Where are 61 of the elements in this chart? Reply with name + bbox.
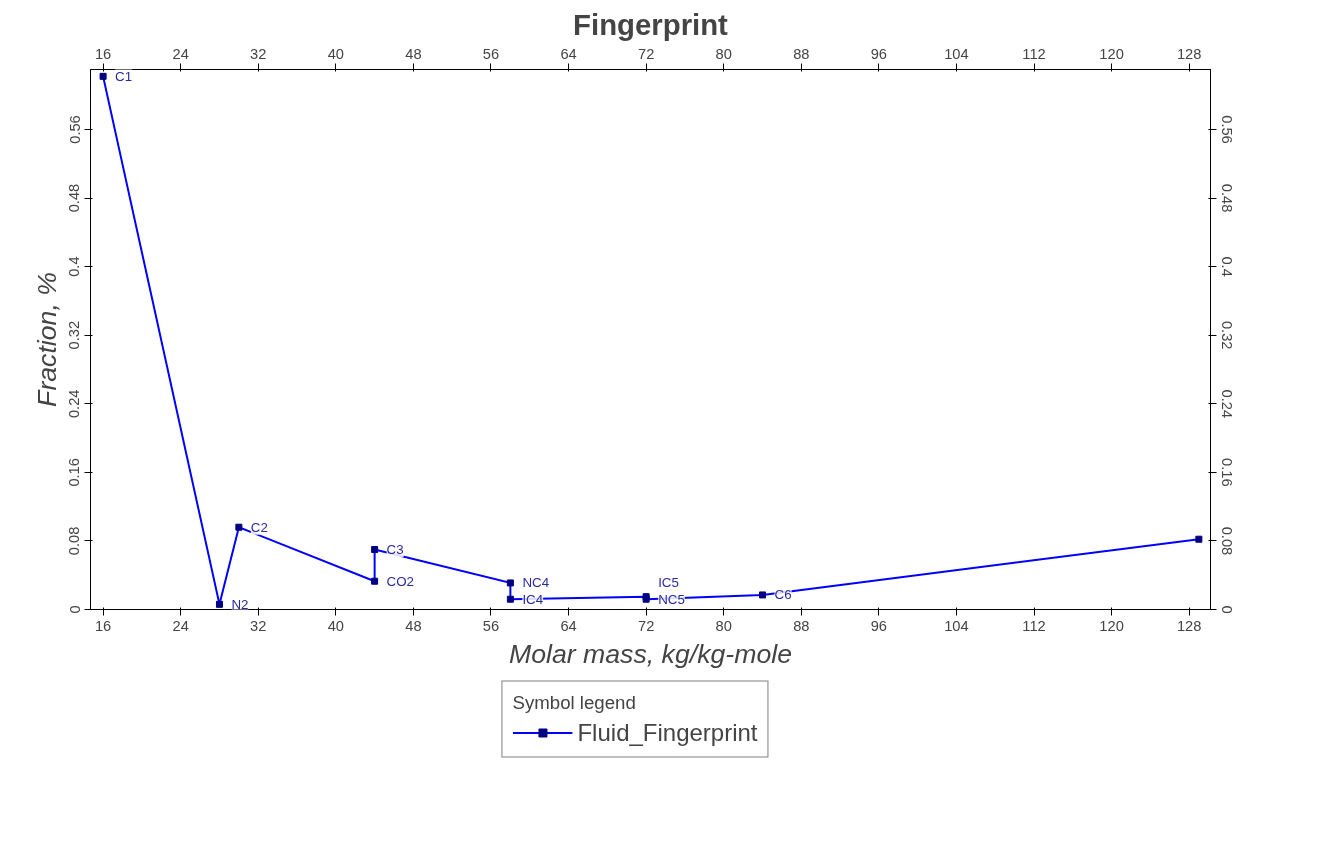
x-tick-label: 120 — [1099, 617, 1124, 634]
x2-tick-label: 112 — [1022, 45, 1046, 62]
x-tick-label: 96 — [870, 617, 888, 634]
y2-tick-label: 0.56 — [1218, 115, 1235, 144]
x-tick-label: 128 — [1176, 617, 1202, 634]
x2-tick-label: 88 — [793, 45, 810, 62]
x-tick-label: 56 — [482, 617, 500, 634]
y2-tick-label: 0.16 — [1218, 458, 1235, 487]
y2-tick-label: 0.08 — [1218, 526, 1235, 556]
x-tick-label: 24 — [172, 617, 189, 634]
x-tick-label: 72 — [637, 617, 655, 634]
annotation: C2 — [250, 519, 268, 535]
y-tick-label: 0.16 — [66, 458, 83, 487]
x-tick-label: 112 — [1022, 617, 1046, 634]
x-tick-label: 64 — [560, 617, 577, 634]
annotation: C6 — [774, 587, 792, 603]
y2-tick-label: 0 — [1218, 605, 1235, 614]
annotation: CO2 — [386, 573, 415, 589]
x-tick-label: 80 — [715, 617, 732, 634]
x2-tick-label: 80 — [715, 45, 732, 62]
x-tick-label: 16 — [94, 617, 112, 634]
y-tick-label: 0 — [66, 605, 83, 614]
x-tick-label: 88 — [793, 617, 810, 634]
x2-tick-label: 64 — [560, 45, 577, 62]
y-tick-label: 0.24 — [66, 389, 83, 419]
legend-label: Fluid_Fingerprint — [577, 718, 758, 746]
annotation: N2 — [231, 596, 249, 612]
y-tick-label: 0.4 — [66, 256, 83, 277]
annotation: C1 — [115, 68, 133, 84]
annotation: NC5 — [658, 591, 685, 607]
x2-tick-label: 40 — [327, 45, 344, 62]
chart-title: Fingerprint — [573, 7, 729, 41]
x2-tick-label: 48 — [405, 45, 422, 62]
x2-tick-label: 24 — [172, 45, 189, 62]
x-axis-title: Molar mass, kg/kg-mole — [509, 638, 792, 669]
y2-tick-label: 0.32 — [1218, 320, 1235, 350]
annotation: IC4 — [522, 591, 544, 607]
annotation: NC4 — [522, 575, 550, 591]
x-tick-label: 48 — [405, 617, 422, 634]
x2-tick-label: 56 — [482, 45, 500, 62]
x2-tick-label: 120 — [1099, 45, 1124, 62]
y2-tick-label: 0.24 — [1218, 389, 1235, 419]
x2-tick-label: 16 — [94, 45, 112, 62]
legend-title: Symbol legend — [512, 691, 637, 713]
y-axis-title: Fraction, % — [31, 272, 62, 407]
x2-tick-label: 32 — [250, 45, 267, 62]
y-tick-label: 0.08 — [66, 526, 83, 556]
y2-tick-label: 0.48 — [1218, 183, 1235, 213]
y-tick-label: 0.56 — [66, 115, 83, 144]
annotation: IC5 — [658, 575, 679, 591]
x2-tick-label: 128 — [1176, 45, 1202, 62]
x-tick-label: 32 — [250, 617, 267, 634]
x-tick-label: 40 — [327, 617, 344, 634]
x2-tick-label: 104 — [944, 45, 969, 62]
y-tick-label: 0.32 — [66, 320, 83, 350]
y2-tick-label: 0.4 — [1218, 256, 1235, 277]
x2-tick-label: 96 — [870, 45, 888, 62]
y-tick-label: 0.48 — [66, 183, 83, 213]
x-tick-label: 104 — [944, 617, 969, 634]
x2-tick-label: 72 — [637, 45, 655, 62]
annotation: C3 — [386, 542, 404, 557]
